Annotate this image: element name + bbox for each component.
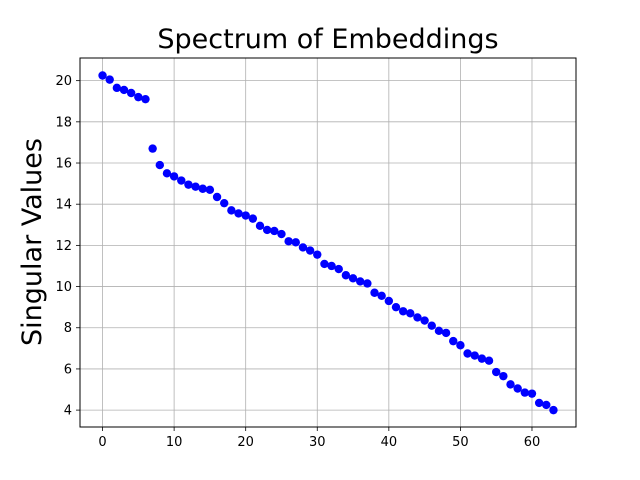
data-point [148,144,157,153]
y-tick-label: 8 [64,321,72,336]
data-point [356,277,365,286]
data-point [177,176,186,185]
data-point [248,214,258,223]
data-point [162,169,172,178]
ticks: 0 10 20 30 40 50 60 4 6 8 10 12 14 16 18 20 [55,74,540,450]
data-point [520,388,530,397]
data-point [406,309,415,318]
data-point [262,225,272,235]
data-point [305,246,315,255]
data-point [341,271,351,280]
data-point [270,226,279,236]
data-point [141,94,150,104]
data-point [384,296,394,306]
data-point [227,206,236,215]
data-point [484,356,494,365]
x-tick-label: 10 [166,435,183,450]
data-point [549,405,558,415]
data-point [184,180,193,189]
data-point [241,211,250,220]
y-tick-label: 4 [64,404,72,419]
x-tick-label: 0 [98,435,106,450]
data-point [220,198,229,208]
data-point [234,209,243,218]
data-point [291,238,300,247]
data-point [491,367,501,377]
data-point [255,221,265,231]
data-point [506,380,515,389]
data-point [363,279,372,288]
data-point [348,274,358,283]
data-point [398,307,408,316]
chart-title: Spectrum of Embeddings [157,24,498,55]
data-point [126,88,136,98]
data-point [477,354,487,363]
data-point [377,291,386,301]
data-point [449,336,458,346]
y-tick-label: 6 [64,362,72,377]
data-point [105,75,114,84]
data-point [198,184,207,193]
data-point [542,400,551,410]
grid [80,58,576,427]
data-point [169,172,179,181]
x-tick-label: 60 [524,435,541,450]
data-point [334,264,343,274]
data-point [320,259,329,269]
y-tick-label: 16 [55,157,72,172]
data-point [413,313,422,322]
y-axis-label: Singular Values [17,138,48,346]
y-tick-label: 18 [55,115,72,130]
data-point [191,182,200,191]
data-point [119,85,129,95]
data-point [112,83,122,93]
y-tick-label: 10 [55,280,72,295]
data-point [513,384,522,393]
data-point [434,326,444,336]
data-point [313,250,322,259]
x-tick-label: 40 [381,435,398,450]
data-point [370,288,379,297]
data-point [284,237,293,246]
data-point [463,349,472,358]
x-tick-label: 30 [309,435,326,450]
data-point [391,302,401,312]
data-point [427,321,436,330]
data-point [327,261,336,271]
data-point [155,160,165,170]
data-point [298,243,308,252]
data-point [212,192,222,202]
data-point [534,398,544,408]
plot-frame [79,57,577,428]
x-tick-label: 20 [237,435,254,450]
y-tick-label: 14 [55,198,72,213]
data-point [470,351,479,360]
data-point [205,185,215,194]
data-points [98,71,558,415]
data-point [499,371,508,381]
x-tick-label: 50 [452,435,469,450]
data-point [441,328,451,338]
y-tick-label: 12 [55,239,72,254]
data-point [420,316,429,325]
data-point [98,71,107,80]
data-point [277,229,286,239]
y-tick-label: 20 [55,74,72,89]
data-point [527,389,537,398]
data-point [134,92,143,102]
data-point [456,341,465,350]
